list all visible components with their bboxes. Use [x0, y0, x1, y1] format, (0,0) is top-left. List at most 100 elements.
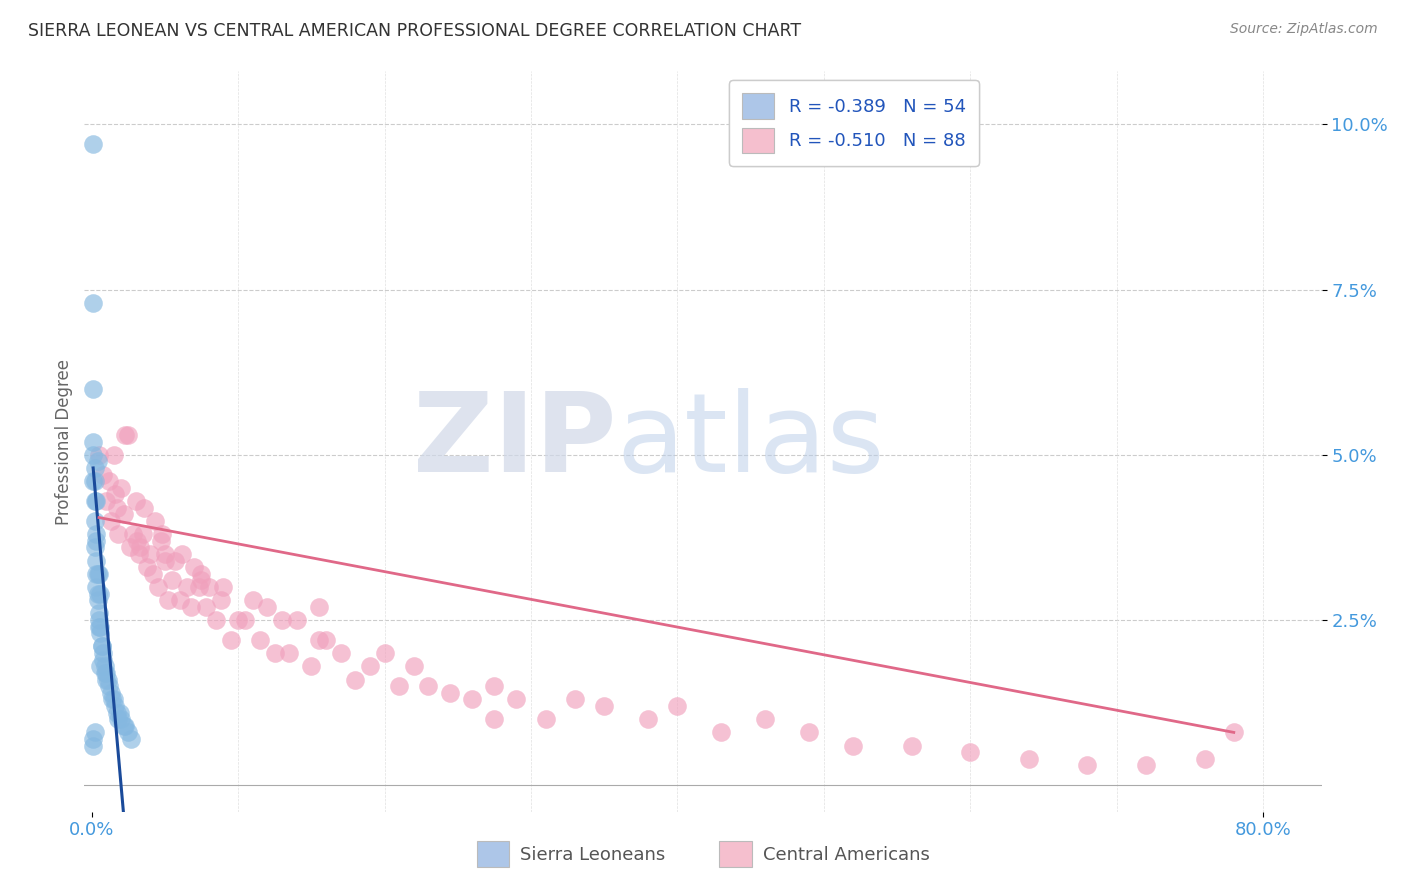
Point [799, 725, 821, 739]
Point [84, 553, 107, 567]
Point [98, 679, 121, 693]
Text: Source: ZipAtlas.com: Source: ZipAtlas.com [1230, 22, 1378, 37]
Point [82, 137, 104, 152]
Point [235, 613, 257, 627]
Point [90, 640, 112, 654]
Point [82, 434, 104, 449]
Point [263, 646, 285, 660]
Point [842, 739, 865, 753]
Point [100, 514, 122, 528]
Point [110, 712, 132, 726]
Point [114, 428, 136, 442]
Point [169, 593, 191, 607]
Point [256, 599, 278, 614]
Text: atlas: atlas [616, 388, 884, 495]
Point [87, 613, 110, 627]
Point [249, 632, 271, 647]
Point [82, 474, 104, 488]
Point [153, 553, 176, 567]
Point [285, 613, 308, 627]
Point [82, 382, 104, 396]
Point [505, 692, 527, 706]
Point [146, 580, 169, 594]
Point [121, 527, 143, 541]
Point [89, 619, 111, 633]
Point [93, 653, 115, 667]
Point [205, 613, 228, 627]
Text: SIERRA LEONEAN VS CENTRAL AMERICAN PROFESSIONAL DEGREE CORRELATION CHART: SIERRA LEONEAN VS CENTRAL AMERICAN PROFE… [28, 22, 801, 40]
Point [153, 547, 176, 561]
Point [89, 586, 111, 600]
Point [209, 593, 232, 607]
Point [83, 514, 105, 528]
Point [128, 547, 150, 561]
Point [86, 454, 108, 468]
Point [534, 712, 557, 726]
Point [308, 632, 330, 647]
Point [93, 467, 115, 482]
Point [97, 673, 120, 687]
Point [1076, 758, 1098, 772]
Point [107, 527, 129, 541]
Point [83, 725, 105, 739]
Point [754, 712, 776, 726]
Legend: R = -0.389   N = 54, R = -0.510   N = 88: R = -0.389 N = 54, R = -0.510 N = 88 [730, 80, 979, 166]
Point [359, 659, 381, 673]
Point [82, 739, 104, 753]
Point [484, 679, 506, 693]
Point [176, 580, 198, 594]
Point [160, 574, 183, 588]
Text: ZIP: ZIP [413, 388, 616, 495]
Point [86, 593, 108, 607]
Point [84, 580, 107, 594]
Point [89, 626, 111, 640]
Point [388, 679, 411, 693]
Point [124, 494, 146, 508]
Point [344, 673, 367, 687]
Point [96, 673, 118, 687]
Point [149, 533, 172, 548]
Point [666, 698, 689, 713]
Point [98, 474, 121, 488]
Point [226, 613, 249, 627]
Point [89, 659, 111, 673]
Point [593, 698, 616, 713]
Point [83, 474, 105, 488]
Point [180, 599, 202, 614]
Point [87, 448, 110, 462]
Point [125, 533, 148, 548]
Point [418, 679, 440, 693]
Point [100, 686, 122, 700]
Point [83, 494, 105, 508]
Point [94, 659, 117, 673]
Point [84, 533, 107, 548]
Point [136, 560, 159, 574]
Point [82, 731, 104, 746]
Y-axis label: Professional Degree: Professional Degree [55, 359, 73, 524]
Point [900, 739, 922, 753]
Point [103, 448, 125, 462]
Point [108, 706, 131, 720]
Point [87, 607, 110, 621]
Point [308, 599, 330, 614]
Point [710, 725, 733, 739]
Point [87, 619, 110, 633]
Point [315, 632, 337, 647]
Point [90, 640, 112, 654]
Point [299, 659, 322, 673]
Point [271, 613, 294, 627]
Point [129, 541, 152, 555]
Point [172, 547, 194, 561]
Point [637, 712, 659, 726]
Point [1223, 725, 1246, 739]
Point [194, 599, 217, 614]
Point [190, 566, 212, 581]
Point [402, 659, 425, 673]
Point [190, 574, 212, 588]
Point [198, 580, 221, 594]
Point [439, 686, 461, 700]
Point [83, 541, 105, 555]
Point [143, 514, 166, 528]
Point [105, 500, 128, 515]
Point [96, 665, 118, 680]
